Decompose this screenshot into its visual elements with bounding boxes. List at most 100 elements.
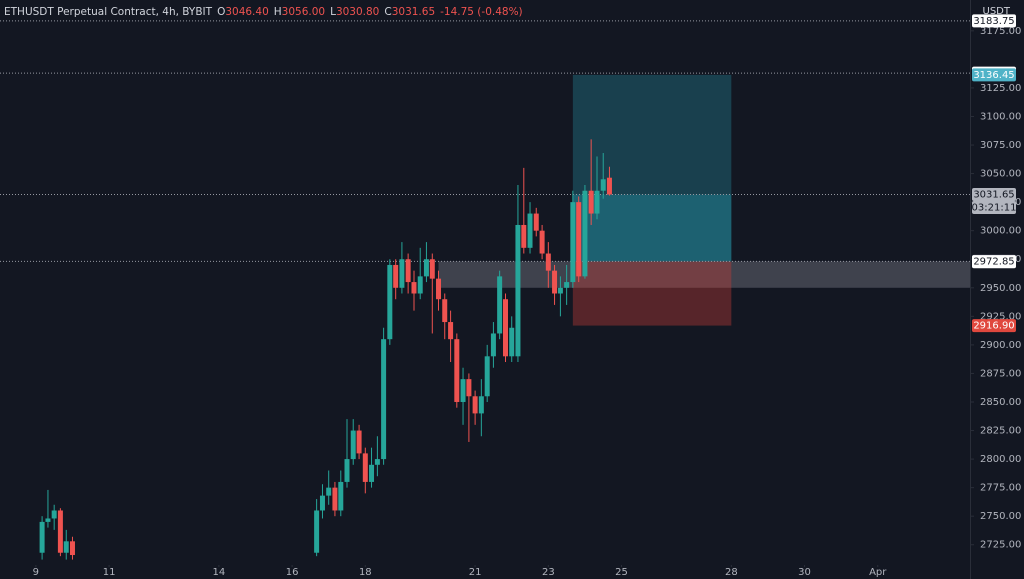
candle-body bbox=[515, 224, 521, 357]
zone bbox=[438, 261, 971, 288]
candle-body bbox=[442, 299, 448, 323]
candle-body bbox=[466, 379, 472, 397]
candle-body bbox=[502, 299, 508, 357]
x-tick-label: 23 bbox=[542, 567, 555, 578]
candle-body bbox=[369, 464, 375, 482]
ohlc-value: 3046.40 bbox=[225, 6, 268, 18]
price-label-bg bbox=[972, 68, 1016, 82]
candle-body bbox=[417, 276, 423, 294]
x-tick-label: 14 bbox=[213, 567, 226, 578]
y-tick-label: 3100.00 bbox=[980, 111, 1021, 122]
x-tick-label: 21 bbox=[469, 567, 482, 578]
candle-body bbox=[521, 224, 527, 248]
candle-body bbox=[381, 339, 387, 460]
header-text: ETHUSDT Perpetual Contract, 4h, BYBIT O30… bbox=[4, 6, 523, 18]
candle-body bbox=[332, 487, 338, 511]
candle-body bbox=[588, 190, 594, 214]
price-label: 3136.45 bbox=[973, 70, 1014, 81]
countdown-bg bbox=[972, 201, 1016, 215]
candle-body bbox=[552, 270, 558, 294]
price-label: 2972.85 bbox=[973, 257, 1014, 268]
candle-body bbox=[478, 396, 484, 414]
symbol: ETHUSDT Perpetual Contract, 4h, BYBIT bbox=[4, 6, 213, 18]
candle-body bbox=[582, 190, 588, 277]
y-tick-label: 2925.00 bbox=[980, 311, 1021, 322]
x-tick-label: 11 bbox=[103, 567, 116, 578]
price-label-bg bbox=[972, 188, 1016, 202]
ohlc-key: H bbox=[274, 6, 282, 18]
candle-body bbox=[63, 541, 69, 553]
price-label-bg bbox=[972, 319, 1016, 333]
y-tick-label: 2825.00 bbox=[980, 426, 1021, 437]
x-tick-label: 25 bbox=[615, 567, 628, 578]
candle-body bbox=[527, 213, 533, 248]
y-tick-label: 2800.00 bbox=[980, 454, 1021, 465]
y-tick-label: 3000.00 bbox=[980, 226, 1021, 237]
candle-body bbox=[51, 510, 57, 519]
ohlc-key: L bbox=[330, 6, 336, 18]
x-tick-label: 9 bbox=[33, 567, 39, 578]
candle-body bbox=[356, 430, 362, 454]
y-tick-label: 2850.00 bbox=[980, 397, 1021, 408]
y-tick-label: 2725.00 bbox=[980, 540, 1021, 551]
candle-body bbox=[45, 518, 51, 522]
ohlc-value: 3031.65 bbox=[392, 6, 435, 18]
y-tick-label: 2950.00 bbox=[980, 283, 1021, 294]
candle-body bbox=[460, 379, 466, 402]
x-tick-label: Apr bbox=[869, 567, 887, 578]
price-label-bg bbox=[972, 14, 1016, 28]
change: -14.75 (-0.48%) bbox=[440, 6, 523, 18]
y-tick-label: 2875.00 bbox=[980, 368, 1021, 379]
countdown: 03:21:11 bbox=[972, 203, 1017, 214]
price-label: 3183.75 bbox=[973, 16, 1014, 27]
candle-body bbox=[429, 259, 435, 279]
candle-body bbox=[545, 253, 551, 271]
x-tick-label: 28 bbox=[725, 567, 738, 578]
candle-body bbox=[411, 282, 417, 294]
candle-body bbox=[448, 322, 454, 340]
y-tick-label: 2750.00 bbox=[980, 511, 1021, 522]
candle-body bbox=[576, 202, 582, 277]
candle-body bbox=[436, 278, 442, 300]
candle-body bbox=[570, 202, 576, 283]
x-tick-label: 16 bbox=[286, 567, 299, 578]
loss-zone bbox=[572, 261, 732, 326]
candle-body bbox=[57, 510, 63, 553]
ohlc-key: O bbox=[217, 6, 225, 18]
x-tick-label: 18 bbox=[359, 567, 372, 578]
candle-body bbox=[490, 333, 496, 357]
candle-body bbox=[472, 396, 478, 414]
candle-body bbox=[393, 264, 399, 288]
price-label: 3031.65 bbox=[973, 190, 1014, 201]
ohlc-value: 3056.00 bbox=[282, 6, 325, 18]
candle-body bbox=[326, 487, 332, 496]
y-tick-label: 2775.00 bbox=[980, 483, 1021, 494]
candle-body bbox=[399, 259, 405, 288]
candle-body bbox=[564, 282, 570, 288]
candle-body bbox=[69, 541, 75, 556]
candle-body bbox=[423, 259, 429, 277]
candle-body bbox=[600, 179, 606, 191]
x-tick-label: 30 bbox=[798, 567, 811, 578]
candle-body bbox=[319, 495, 325, 511]
ohlc-value: 3030.80 bbox=[336, 6, 379, 18]
candle-body bbox=[314, 510, 320, 553]
price-label: 2916.90 bbox=[973, 321, 1014, 332]
candle-body bbox=[594, 190, 600, 214]
candle-body bbox=[350, 430, 356, 460]
candle-body bbox=[606, 177, 612, 195]
candle-body bbox=[484, 356, 490, 397]
candle-body bbox=[539, 230, 545, 254]
candle-body bbox=[39, 521, 45, 553]
candle-body bbox=[557, 287, 563, 294]
candle-body bbox=[533, 213, 539, 231]
candle-body bbox=[454, 339, 460, 402]
profit-zone bbox=[572, 74, 732, 262]
candle-body bbox=[374, 459, 380, 465]
candle-body bbox=[497, 276, 503, 334]
y-tick-label: 2900.00 bbox=[980, 340, 1021, 351]
candle-body bbox=[405, 259, 411, 283]
y-tick-label: 3050.00 bbox=[980, 169, 1021, 180]
